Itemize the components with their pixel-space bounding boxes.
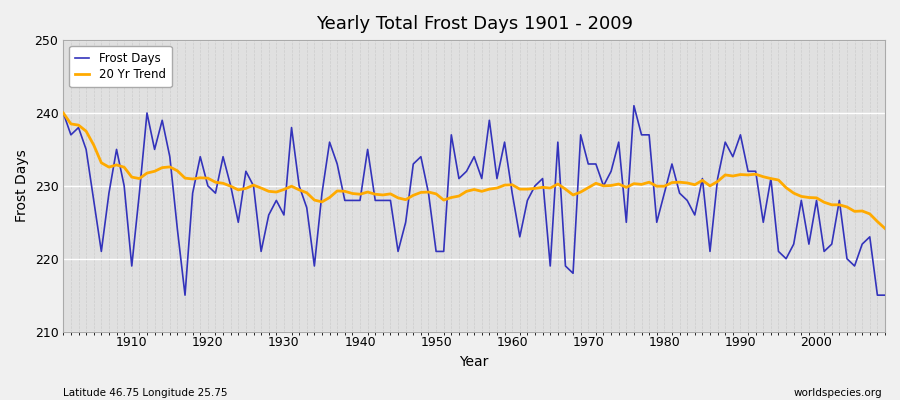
Frost Days — [58, 110, 68, 115]
Line: 20 Yr Trend: 20 Yr Trend — [63, 113, 885, 228]
Frost Days — [339, 198, 350, 203]
Text: worldspecies.org: worldspecies.org — [794, 388, 882, 398]
20 Yr Trend — [119, 165, 130, 170]
20 Yr Trend — [500, 183, 510, 188]
20 Yr Trend — [507, 182, 517, 187]
Frost Days — [606, 169, 616, 174]
Frost Days — [628, 103, 639, 108]
20 Yr Trend — [286, 184, 297, 189]
20 Yr Trend — [879, 226, 890, 231]
Legend: Frost Days, 20 Yr Trend: Frost Days, 20 Yr Trend — [69, 46, 172, 87]
Text: Latitude 46.75 Longitude 25.75: Latitude 46.75 Longitude 25.75 — [63, 388, 228, 398]
Title: Yearly Total Frost Days 1901 - 2009: Yearly Total Frost Days 1901 - 2009 — [316, 15, 633, 33]
Frost Days — [507, 191, 517, 196]
Frost Days — [879, 293, 890, 298]
Frost Days — [293, 184, 304, 188]
Y-axis label: Frost Days: Frost Days — [15, 150, 29, 222]
20 Yr Trend — [598, 184, 609, 188]
Frost Days — [119, 184, 130, 188]
Line: Frost Days: Frost Days — [63, 106, 885, 295]
X-axis label: Year: Year — [460, 355, 489, 369]
Frost Days — [180, 293, 191, 298]
Frost Days — [515, 234, 526, 239]
20 Yr Trend — [332, 188, 343, 193]
20 Yr Trend — [58, 110, 68, 115]
